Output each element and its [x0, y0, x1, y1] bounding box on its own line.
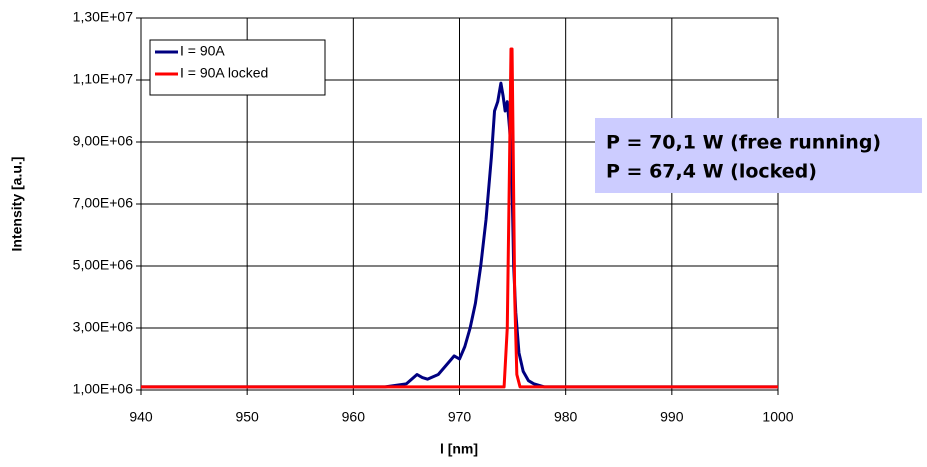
x-tick-label: 990	[660, 409, 684, 425]
series-line	[141, 81, 778, 389]
series-line	[141, 47, 778, 389]
y-tick-label: 7,00E+06	[73, 195, 134, 211]
plot-border	[140, 17, 779, 391]
annotation: P = 67,4 W (locked)	[606, 161, 817, 183]
y-tick-label: 1,00E+06	[73, 381, 134, 397]
y-tick-label: 5,00E+06	[73, 257, 134, 273]
annotation-box	[595, 118, 922, 193]
annotation: P = 70,1 W (free running)	[606, 132, 881, 154]
x-tick-label: 960	[342, 409, 366, 425]
y-tick-label: 1,10E+07	[73, 71, 134, 87]
y-tick-label: 9,00E+06	[73, 133, 134, 149]
x-tick-label: 970	[448, 409, 472, 425]
y-tick-label: 3,00E+06	[73, 319, 134, 335]
x-tick-label: 940	[129, 409, 153, 425]
legend-box	[149, 39, 326, 96]
y-axis-label: Intensity [a.u.]	[9, 157, 25, 252]
x-tick-label: 1000	[762, 409, 793, 425]
x-axis-label: l [nm]	[440, 441, 478, 457]
x-tick-label: 980	[554, 409, 578, 425]
x-tick-label: 950	[235, 409, 259, 425]
y-tick-label: 1,30E+07	[73, 9, 134, 25]
legend-label: I = 90A	[180, 43, 225, 59]
legend-label: I = 90A locked	[180, 65, 268, 81]
